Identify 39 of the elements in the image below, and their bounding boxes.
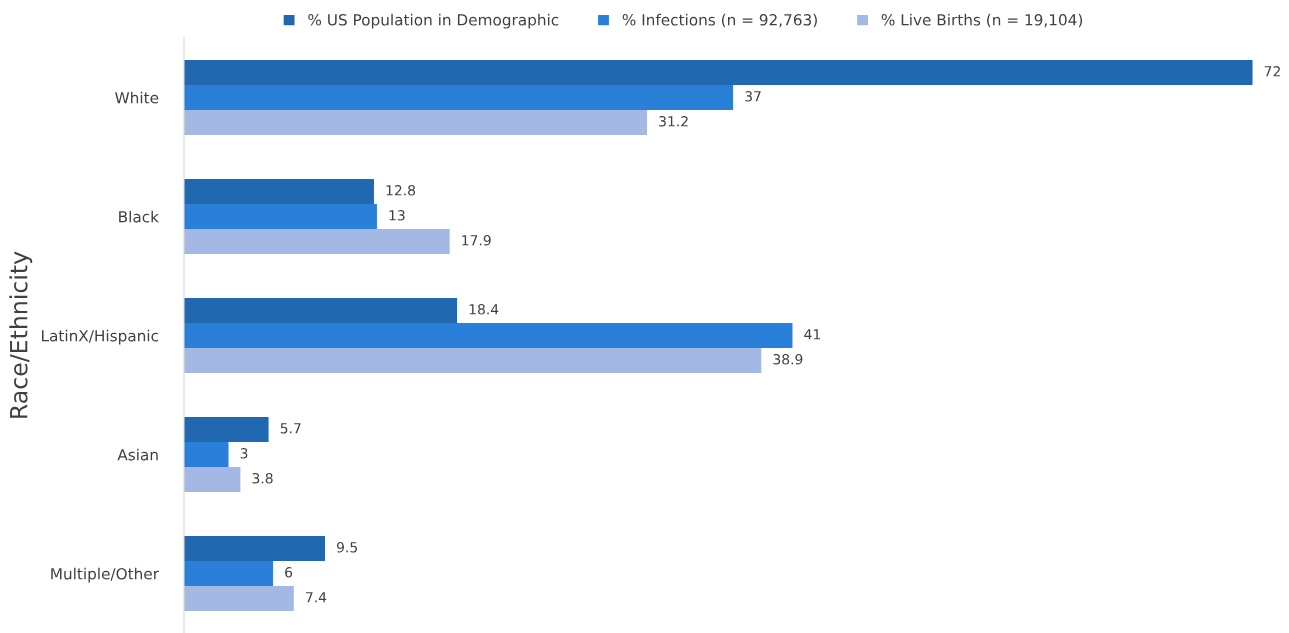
y-tick-label: Multiple/Other	[51, 567, 159, 583]
y-tick-label: Black	[119, 210, 159, 223]
bar	[184, 561, 274, 586]
data-label: 3	[240, 448, 248, 459]
y-tick-label: Asian	[117, 448, 158, 461]
legend-label: % Infections (n = 92,763)	[622, 13, 817, 28]
data-label: 18.4	[469, 304, 499, 315]
bar	[184, 179, 374, 204]
data-label: 12.8	[386, 185, 416, 196]
bar	[184, 109, 648, 135]
legend-label: % Live Births (n = 19,104)	[881, 13, 1083, 28]
bar	[184, 85, 734, 110]
bar	[184, 442, 229, 467]
data-label: 3.8	[252, 473, 273, 484]
bar	[184, 536, 325, 561]
data-label: 37	[745, 91, 761, 102]
data-label: 7.4	[306, 592, 327, 603]
data-label: 38.9	[773, 354, 803, 365]
bar	[184, 466, 241, 492]
data-label: 5.7	[280, 423, 301, 434]
legend-label: % US Population in Demographic	[308, 13, 559, 29]
data-label: 6	[285, 567, 293, 578]
y-tick-label: LatinX/Hispanic	[42, 329, 159, 345]
data-label: 31.2	[659, 116, 688, 127]
data-label: 41	[804, 329, 820, 340]
data-label: 9.5	[336, 542, 357, 553]
bar	[184, 347, 762, 373]
data-label: 72	[1264, 66, 1280, 77]
bar	[184, 60, 1253, 85]
bar	[184, 298, 458, 323]
y-axis-title: Race/Ethnicity	[9, 251, 33, 418]
bar	[184, 323, 793, 348]
data-label: 17.9	[462, 235, 491, 246]
data-label: 13	[389, 210, 405, 221]
y-tick-label: White	[115, 91, 159, 104]
bar	[184, 585, 294, 611]
bar	[184, 417, 269, 442]
bar	[184, 204, 377, 229]
bar	[184, 228, 450, 254]
